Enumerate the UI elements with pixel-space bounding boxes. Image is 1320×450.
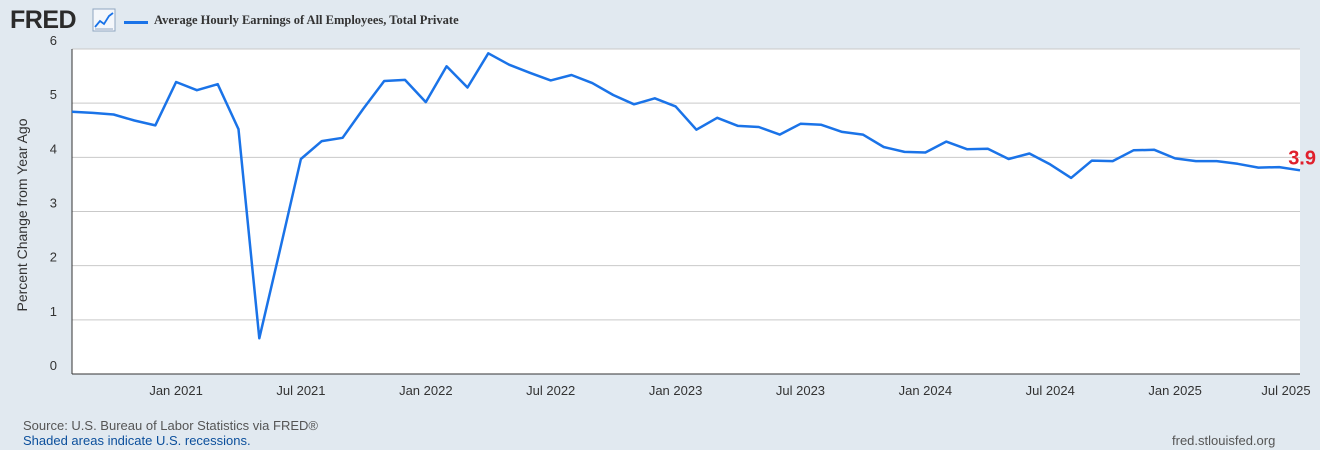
y-tick-labels: 0 1 2 3 4 5 6 (50, 33, 57, 373)
x-tick-label: Jul 2022 (526, 383, 575, 398)
x-tick-label: Jan 2025 (1148, 383, 1202, 398)
y-tick-label: 5 (50, 87, 57, 102)
site-url[interactable]: fred.stlouisfed.org (1172, 433, 1276, 448)
x-tick-label: Jan 2023 (649, 383, 703, 398)
x-tick-label: Jul 2024 (1026, 383, 1075, 398)
x-tick-label: Jan 2024 (899, 383, 953, 398)
series-line[interactable] (71, 52, 1301, 340)
chart-header: FRED Average Hourly Earnings of All Empl… (0, 0, 1320, 40)
x-tick-label: Jul 2025 (1261, 383, 1310, 398)
y-tick-label: 2 (50, 250, 57, 265)
y-tick-label: 6 (50, 33, 57, 48)
x-tick-label: Jan 2021 (149, 383, 203, 398)
y-tick-label: 3 (50, 196, 57, 211)
y-tick-label: 1 (50, 304, 57, 319)
x-tick-label: Jan 2022 (399, 383, 453, 398)
line-chart-icon (92, 8, 116, 32)
x-tick-label: Jul 2021 (276, 383, 325, 398)
fred-logo[interactable]: FRED (10, 6, 77, 34)
y-gridlines (72, 48, 1300, 321)
y-tick-label: 0 (50, 358, 57, 373)
source-text: Source: U.S. Bureau of Labor Statistics … (23, 418, 318, 433)
y-tick-label: 4 (50, 141, 57, 156)
last-value-label: 3.9 (1288, 147, 1316, 169)
legend-series-label: Average Hourly Earnings of All Employees… (154, 13, 459, 27)
legend-swatch (124, 21, 148, 24)
x-tick-labels: Jan 2021 Jul 2021 Jan 2022 Jul 2022 Jan 2023… (149, 383, 1310, 398)
recession-note: Shaded areas indicate U.S. recessions. (23, 433, 251, 448)
y-axis-title: Percent Change from Year Ago (14, 118, 30, 311)
x-tick-label: Jul 2023 (776, 383, 825, 398)
